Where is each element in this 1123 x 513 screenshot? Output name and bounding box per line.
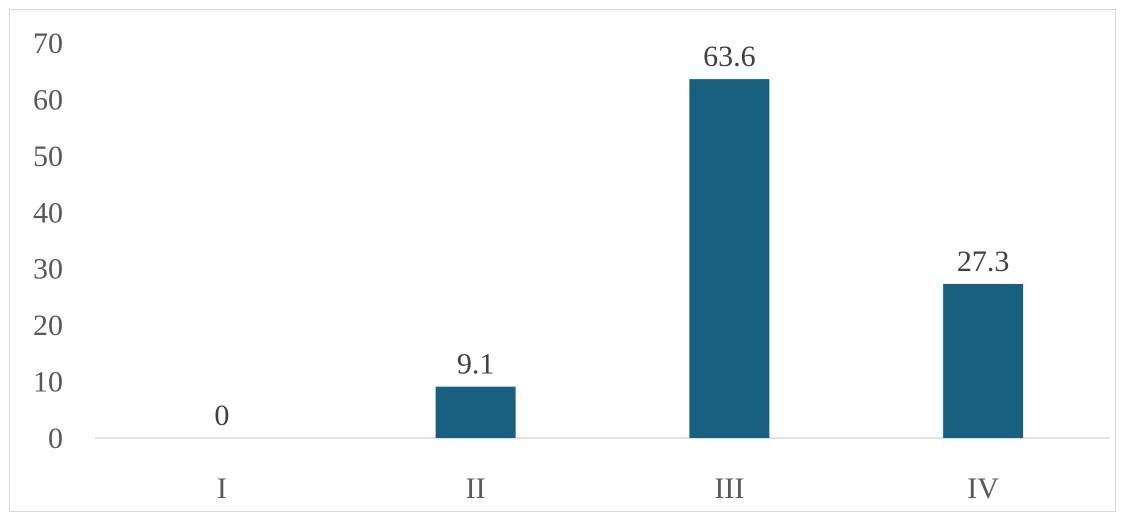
y-tick-label: 30	[33, 253, 63, 286]
y-tick-label: 60	[33, 83, 63, 116]
y-axis-ticks: 0 10 20 30 40 50 60 70	[33, 27, 63, 455]
x-tick-label: I	[217, 472, 227, 505]
data-label: 63.6	[703, 40, 756, 73]
y-tick-label: 10	[33, 366, 63, 399]
x-tick-label: III	[714, 472, 744, 505]
bar	[689, 79, 770, 438]
data-labels: 0 9.1 63.6 27.3	[214, 40, 1009, 432]
data-label: 9.1	[457, 348, 495, 381]
data-label: 0	[214, 399, 229, 432]
x-tick-label: II	[466, 472, 486, 505]
data-label: 27.3	[957, 245, 1010, 278]
y-tick-label: 50	[33, 140, 63, 173]
chart-frame	[9, 9, 1116, 512]
x-axis-ticks: I II III IV	[217, 472, 999, 505]
bar	[435, 386, 516, 438]
x-tick-label: IV	[967, 472, 999, 505]
bars	[435, 79, 1024, 438]
y-tick-label: 70	[33, 27, 63, 60]
y-tick-label: 40	[33, 196, 63, 229]
bar	[943, 283, 1024, 438]
y-tick-label: 20	[33, 309, 63, 342]
y-tick-label: 0	[48, 422, 63, 455]
